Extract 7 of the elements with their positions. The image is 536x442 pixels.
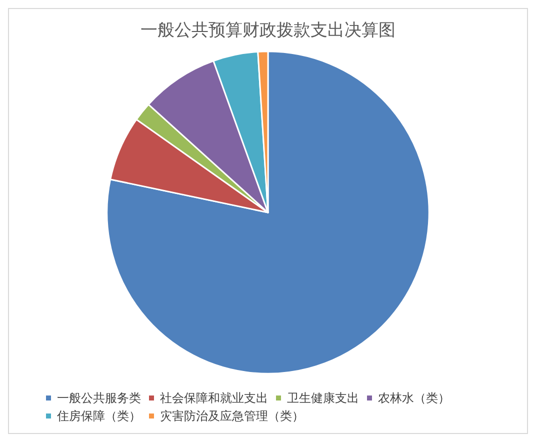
legend-label: 卫生健康支出	[287, 391, 359, 405]
legend-label: 住房保障（类）	[56, 409, 141, 423]
legend-label: 农林水（类）	[378, 391, 450, 405]
legend-label: 社会保障和就业支出	[160, 391, 268, 405]
legend-label: 灾害防治及应急管理（类）	[160, 409, 304, 423]
chart-title: 一般公共预算财政拨款支出决算图	[140, 20, 396, 40]
legend-label: 一般公共服务类	[57, 391, 141, 405]
